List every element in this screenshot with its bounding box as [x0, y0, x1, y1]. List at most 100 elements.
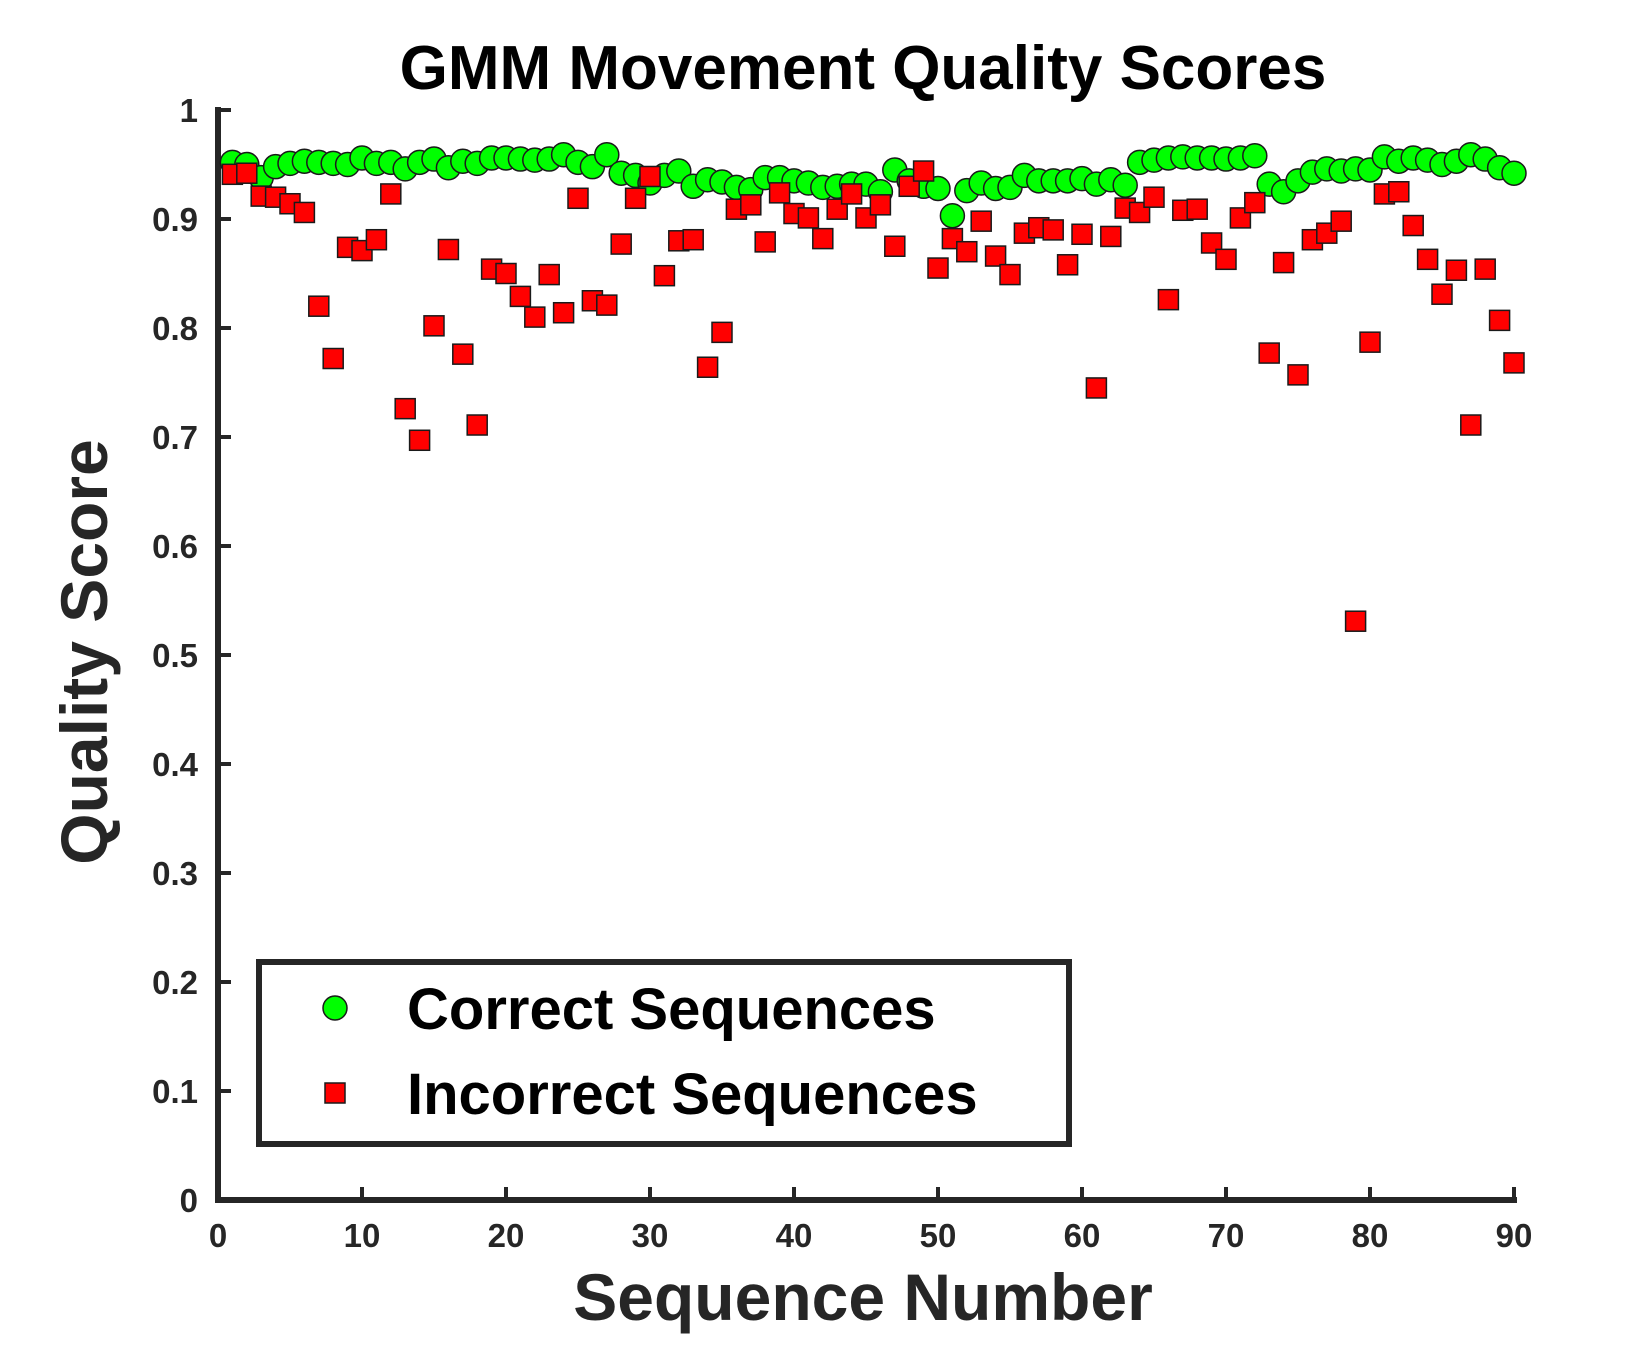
x-tick-label: 80	[1352, 1217, 1389, 1254]
correct-sequence-point	[939, 202, 966, 229]
incorrect-sequence-point	[308, 295, 330, 317]
incorrect-sequence-point	[696, 356, 719, 378]
legend: Correct Sequences Incorrect Sequences	[256, 959, 1072, 1147]
legend-box	[256, 959, 1072, 1147]
incorrect-sequence-point	[1344, 610, 1367, 632]
incorrect-sequence-point	[567, 187, 589, 210]
incorrect-sequence-point	[970, 210, 992, 232]
y-tick-label: 0.1	[152, 1073, 198, 1110]
axes	[215, 107, 1517, 1203]
incorrect-sequence-point	[1460, 414, 1482, 436]
incorrect-sequence-point	[999, 263, 1021, 286]
incorrect-sequence-point	[236, 162, 258, 184]
incorrect-sequence-point	[408, 429, 431, 452]
incorrect-sequence-point	[1244, 191, 1266, 214]
incorrect-sequence-point	[394, 397, 416, 420]
incorrect-sequence-point	[466, 414, 488, 436]
incorrect-sequence-point	[1330, 210, 1352, 232]
incorrect-sequence-point	[840, 183, 863, 205]
x-tick-label: 60	[1064, 1217, 1101, 1254]
incorrect-sequence-point	[1085, 377, 1108, 399]
incorrect-sequence-point	[711, 321, 733, 344]
x-tick-label: 90	[1496, 1217, 1533, 1254]
legend-marker-correct-sequences	[322, 995, 348, 1021]
y-tick-label: 0.2	[152, 964, 198, 1001]
incorrect-sequence-point	[1359, 331, 1381, 353]
incorrect-sequence-point	[1416, 248, 1439, 271]
y-tick-label: 0.3	[152, 855, 198, 892]
x-tick-label: 40	[776, 1217, 813, 1254]
incorrect-sequence-point	[1186, 198, 1208, 220]
x-tick-label: 10	[344, 1217, 381, 1254]
incorrect-sequence-point	[495, 262, 517, 285]
x-tick-label: 70	[1208, 1217, 1245, 1254]
incorrect-sequence-point	[524, 306, 546, 328]
y-tick-label: 0.6	[152, 528, 198, 565]
incorrect-sequence-point	[1042, 219, 1064, 241]
legend-label-incorrect-sequences: Incorrect Sequences	[407, 1062, 978, 1127]
incorrect-sequence-point	[1431, 283, 1453, 305]
incorrect-sequence-point	[1215, 248, 1237, 271]
incorrect-sequence-point	[1071, 223, 1093, 246]
incorrect-sequence-point	[1157, 288, 1180, 311]
incorrect-sequence-point	[653, 264, 676, 287]
incorrect-sequence-point	[1200, 232, 1223, 254]
incorrect-sequence-point	[1445, 259, 1468, 281]
y-tick-label: 0.9	[152, 201, 198, 238]
incorrect-sequence-point	[380, 183, 402, 205]
incorrect-sequence-point	[538, 263, 560, 286]
incorrect-sequence-point	[452, 343, 474, 365]
y-tick-label: 0.4	[152, 746, 199, 783]
incorrect-sequence-point	[1488, 309, 1511, 332]
x-tick-label: 0	[209, 1217, 227, 1254]
incorrect-sequence-point	[797, 207, 820, 229]
legend-marker-incorrect-sequences	[324, 1082, 346, 1104]
correct-sequence-point	[1501, 160, 1527, 186]
incorrect-sequence-point	[1143, 186, 1165, 208]
incorrect-sequence-point	[740, 194, 762, 216]
y-tick-label: 0.5	[152, 637, 198, 674]
incorrect-sequence-point	[984, 245, 1007, 267]
correct-sequence-point	[1242, 143, 1268, 169]
incorrect-sequence-point	[1056, 254, 1079, 276]
incorrect-sequence-point	[365, 228, 388, 251]
incorrect-sequence-point	[869, 194, 892, 216]
incorrect-sequence-point	[624, 187, 647, 210]
incorrect-sequence-point	[768, 182, 791, 204]
incorrect-sequence-point	[1287, 364, 1309, 386]
incorrect-sequence-point	[423, 315, 445, 337]
incorrect-sequence-point	[1503, 352, 1525, 374]
incorrect-sequence-point	[1258, 342, 1280, 364]
incorrect-sequence-point	[812, 227, 834, 250]
y-tick-label: 0.7	[152, 419, 198, 456]
incorrect-sequence-point	[596, 294, 618, 316]
x-axis-label: Sequence Number	[573, 1260, 1153, 1334]
y-axis-label: Quality Score	[47, 439, 121, 865]
incorrect-sequence-point	[682, 228, 704, 251]
chart-title: GMM Movement Quality Scores	[400, 34, 1327, 103]
y-tick-label: 0	[180, 1182, 198, 1219]
incorrect-sequence-point	[912, 160, 935, 182]
x-tick-label: 30	[632, 1217, 669, 1254]
incorrect-sequence-point	[927, 257, 949, 279]
x-tick-label: 20	[488, 1217, 525, 1254]
incorrect-sequence-point	[437, 238, 460, 261]
incorrect-sequence-point	[956, 240, 978, 263]
incorrect-sequence-point	[552, 301, 575, 324]
incorrect-sequence-point	[1474, 258, 1496, 280]
correct-sequence-point	[594, 141, 620, 168]
x-tick-label: 50	[920, 1217, 957, 1254]
y-tick-label: 1	[180, 92, 198, 129]
incorrect-sequence-point	[322, 347, 344, 370]
series-incorrect-sequences	[221, 160, 1525, 632]
incorrect-sequence-point	[293, 201, 316, 224]
incorrect-sequence-point	[1100, 225, 1122, 248]
incorrect-sequence-point	[509, 285, 532, 308]
incorrect-sequence-point	[639, 165, 661, 188]
incorrect-sequence-point	[1388, 181, 1410, 203]
incorrect-sequence-point	[1272, 251, 1295, 274]
correct-sequence-point	[1112, 172, 1138, 198]
legend-label-correct-sequences: Correct Sequences	[407, 977, 936, 1042]
incorrect-sequence-point	[754, 231, 776, 253]
